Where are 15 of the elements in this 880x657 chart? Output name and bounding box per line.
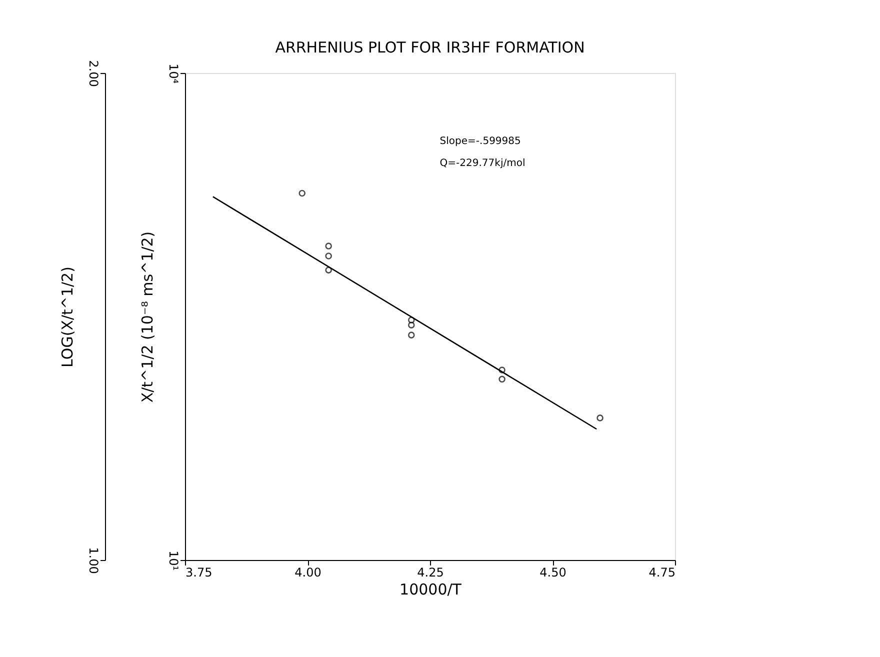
x-axis-title: 10000/T: [400, 580, 462, 598]
y2-tick-label: 2.00: [86, 60, 100, 87]
y2-axis-title: LOG(X/t^1/2): [58, 266, 76, 368]
x-tick-label: 3.75: [186, 566, 212, 580]
y-tick-label: 10¹: [166, 550, 180, 571]
x-tick-label: 4.50: [540, 566, 566, 580]
y2-tick-label: 1.00: [86, 547, 100, 574]
x-tick-label: 4.25: [417, 566, 444, 580]
y-tick-label: 10⁴: [166, 63, 180, 84]
annotation: Q=-229.77kj/mol: [440, 158, 526, 170]
x-tick-label: 4.75: [648, 566, 676, 580]
chart-title: ARRHENIUS PLOT FOR IR3HF FORMATION: [275, 38, 585, 57]
y-axis-title: X/t^1/2 (10⁻⁸ ms^1/2): [138, 231, 156, 403]
x-tick-label: 4.00: [294, 566, 322, 580]
annotation: Slope=-.599985: [440, 136, 521, 148]
